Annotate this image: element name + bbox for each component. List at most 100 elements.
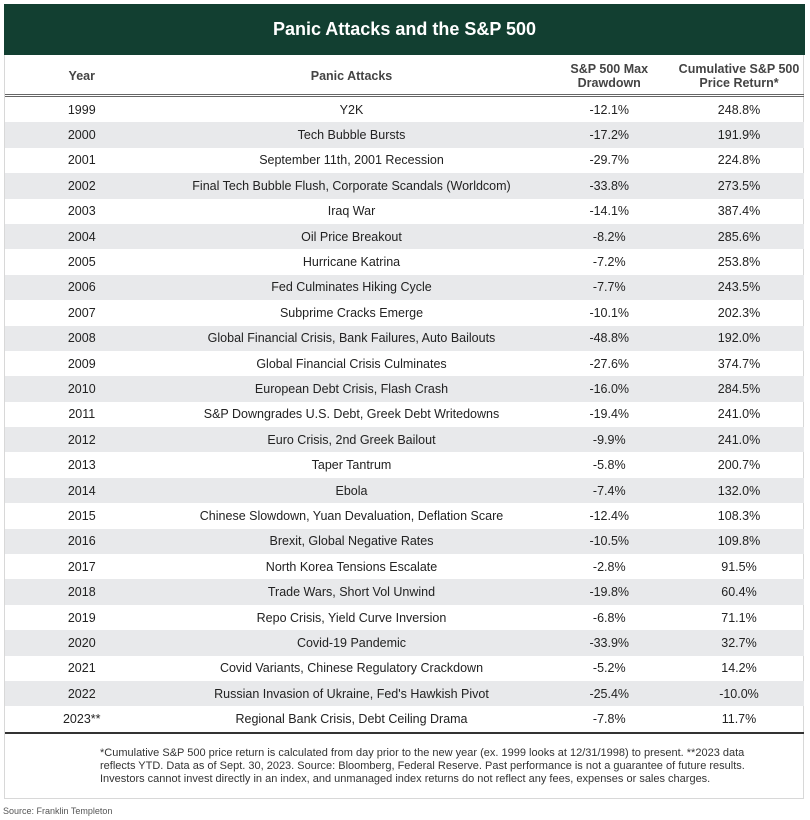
panic-attack-cell: Covid-19 Pandemic bbox=[296, 635, 407, 650]
panic-attack-cell: Hurricane Katrina bbox=[302, 255, 401, 270]
header-price-return-label: Cumulative S&P 500 Price Return* bbox=[678, 62, 800, 90]
table-row: 2017 North Korea Tensions Escalate -2.8% 91… bbox=[5, 554, 804, 579]
max-drawdown-cell: -29.7% bbox=[589, 153, 630, 168]
year-cell: 2002 bbox=[67, 178, 96, 193]
table-row: 2023** Regional Bank Crisis, Debt Ceiling… bbox=[5, 706, 804, 734]
max-drawdown-cell: -17.2% bbox=[589, 128, 630, 143]
year-cell: 2013 bbox=[67, 458, 96, 473]
panic-attack-cell: Repo Crisis, Yield Curve Inversion bbox=[256, 610, 447, 625]
table-row: 2006 Fed Culminates Hiking Cycle -7.7% 243.… bbox=[5, 274, 804, 301]
price-return-cell: 191.9% bbox=[717, 128, 761, 143]
table-row: 2005 Hurricane Katrina -7.2% 253.8% bbox=[5, 249, 804, 274]
max-drawdown-cell: -48.8% bbox=[589, 331, 630, 346]
panic-attack-cell: North Korea Tensions Escalate bbox=[265, 559, 438, 574]
year-cell: 1999 bbox=[67, 102, 96, 117]
price-return-cell: 192.0% bbox=[717, 331, 761, 346]
header-year: Year bbox=[5, 58, 159, 97]
table-row: 2009 Global Financial Crisis Culminates -2… bbox=[5, 351, 804, 376]
table-row: 2007 Subprime Cracks Emerge -10.1% 202.3% bbox=[5, 300, 804, 325]
page-title: Panic Attacks and the S&P 500 bbox=[4, 4, 805, 55]
max-drawdown-cell: -25.4% bbox=[589, 686, 630, 701]
panic-attack-cell: Covid Variants, Chinese Regulatory Crack… bbox=[219, 661, 484, 676]
table-row: 2012 Euro Crisis, 2nd Greek Bailout -9.9% 2… bbox=[5, 427, 804, 453]
table-row: 2020 Covid-19 Pandemic -33.9% 32.7% bbox=[5, 630, 804, 656]
price-return-cell: 71.1% bbox=[721, 610, 757, 625]
year-cell: 2003 bbox=[67, 204, 96, 219]
table-row: 2010 European Debt Crisis, Flash Crash -16… bbox=[5, 376, 804, 402]
year-cell: 2016 bbox=[67, 534, 96, 549]
panic-attack-cell: Global Financial Crisis, Bank Failures, … bbox=[207, 331, 496, 346]
table-row: 2003 Iraq War -14.1% 387.4% bbox=[5, 199, 804, 224]
panic-attack-cell: Taper Tantrum bbox=[311, 458, 392, 473]
price-return-cell: 273.5% bbox=[717, 178, 761, 193]
year-cell: 2007 bbox=[67, 305, 96, 320]
panic-attack-cell: Oil Price Breakout bbox=[301, 229, 402, 244]
max-drawdown-cell: -6.8% bbox=[592, 610, 626, 625]
year-cell: 2014 bbox=[67, 483, 96, 498]
price-return-cell: 248.8% bbox=[717, 102, 761, 117]
price-return-cell: 200.7% bbox=[717, 458, 761, 473]
table-row: 2001 September 11th, 2001 Recession -29.7%… bbox=[5, 148, 804, 173]
header-max-drawdown: S&P 500 Max Drawdown bbox=[544, 58, 674, 97]
year-cell: 2018 bbox=[67, 585, 96, 600]
table-row: 2014 Ebola -7.4% 132.0% bbox=[5, 477, 804, 504]
panic-attack-cell: Iraq War bbox=[327, 204, 376, 219]
year-cell: 2004 bbox=[67, 229, 96, 244]
price-return-cell: 224.8% bbox=[717, 153, 761, 168]
year-cell: 2019 bbox=[67, 610, 96, 625]
max-drawdown-cell: -27.6% bbox=[589, 356, 630, 371]
price-return-cell: 11.7% bbox=[674, 706, 804, 734]
table-row: 2018 Trade Wars, Short Vol Unwind -19.8% 60… bbox=[5, 579, 804, 605]
table-row: 2021 Covid Variants, Chinese Regulatory C… bbox=[5, 656, 804, 681]
panic-attack-cell: Chinese Slowdown, Yuan Devaluation, Defl… bbox=[199, 508, 504, 523]
max-drawdown-cell: -7.2% bbox=[592, 255, 626, 270]
max-drawdown-cell: -33.8% bbox=[589, 178, 630, 193]
max-drawdown-cell: -5.8% bbox=[592, 458, 626, 473]
year-cell: 2005 bbox=[67, 255, 96, 270]
max-drawdown-cell: -10.5% bbox=[589, 534, 630, 549]
year-cell: 2020 bbox=[67, 635, 96, 650]
max-drawdown-cell: -9.9% bbox=[592, 432, 626, 447]
year-cell: 2017 bbox=[67, 559, 96, 574]
table-row: 2022 Russian Invasion of Ukraine, Fed's H… bbox=[5, 680, 804, 707]
table-row: 2019 Repo Crisis, Yield Curve Inversion -6… bbox=[5, 605, 804, 630]
price-return-cell: 14.2% bbox=[721, 661, 757, 676]
panic-attack-cell: European Debt Crisis, Flash Crash bbox=[254, 381, 449, 396]
year-cell: 2021 bbox=[67, 661, 96, 676]
max-drawdown-cell: -33.9% bbox=[589, 635, 630, 650]
price-return-cell: 32.7% bbox=[721, 635, 757, 650]
header-price-return: Cumulative S&P 500 Price Return* bbox=[674, 58, 804, 97]
year-cell: 2000 bbox=[67, 128, 96, 143]
table-row: 2011 S&P Downgrades U.S. Debt, Greek Debt… bbox=[5, 402, 804, 427]
table-row: 1999 Y2K -12.1% 248.8% bbox=[5, 96, 804, 123]
price-return-cell: 387.4% bbox=[717, 204, 761, 219]
max-drawdown-cell: -12.1% bbox=[589, 102, 630, 117]
year-cell: 2022 bbox=[67, 686, 96, 701]
year-cell: 2015 bbox=[67, 508, 96, 523]
panic-attack-cell: Brexit, Global Negative Rates bbox=[269, 534, 434, 549]
price-return-cell: 284.5% bbox=[717, 381, 761, 396]
year-cell: 2006 bbox=[67, 280, 96, 295]
table-row: 2002 Final Tech Bubble Flush, Corporate S… bbox=[5, 173, 804, 199]
panic-attack-cell: September 11th, 2001 Recession bbox=[259, 153, 444, 168]
price-return-cell: 374.7% bbox=[717, 356, 761, 371]
price-return-cell: 108.3% bbox=[717, 508, 761, 523]
year-cell: 2009 bbox=[67, 356, 96, 371]
year-cell: 2001 bbox=[67, 153, 96, 168]
max-drawdown-cell: -12.4% bbox=[589, 508, 630, 523]
table-row: 2016 Brexit, Global Negative Rates -10.5% 1… bbox=[5, 528, 804, 555]
table-row: 2000 Tech Bubble Bursts -17.2% 191.9% bbox=[5, 122, 804, 148]
price-return-cell: 132.0% bbox=[717, 483, 761, 498]
table-row: 2008 Global Financial Crisis, Bank Failur… bbox=[5, 325, 804, 351]
table-row: 2015 Chinese Slowdown, Yuan Devaluation, … bbox=[5, 503, 804, 528]
max-drawdown-cell: -7.4% bbox=[592, 483, 626, 498]
year-cell: 2011 bbox=[68, 407, 96, 422]
header-panic-attacks: Panic Attacks bbox=[158, 58, 545, 97]
max-drawdown-cell: -5.2% bbox=[592, 661, 626, 676]
source-credit: Source: Franklin Templeton bbox=[3, 806, 113, 816]
panic-attack-cell: Russian Invasion of Ukraine, Fed's Hawki… bbox=[214, 686, 489, 701]
table-row: 2013 Taper Tantrum -5.8% 200.7% bbox=[5, 452, 804, 477]
price-return-cell: 243.5% bbox=[717, 280, 761, 295]
price-return-cell: 91.5% bbox=[721, 559, 757, 574]
year-cell: 2008 bbox=[67, 331, 96, 346]
